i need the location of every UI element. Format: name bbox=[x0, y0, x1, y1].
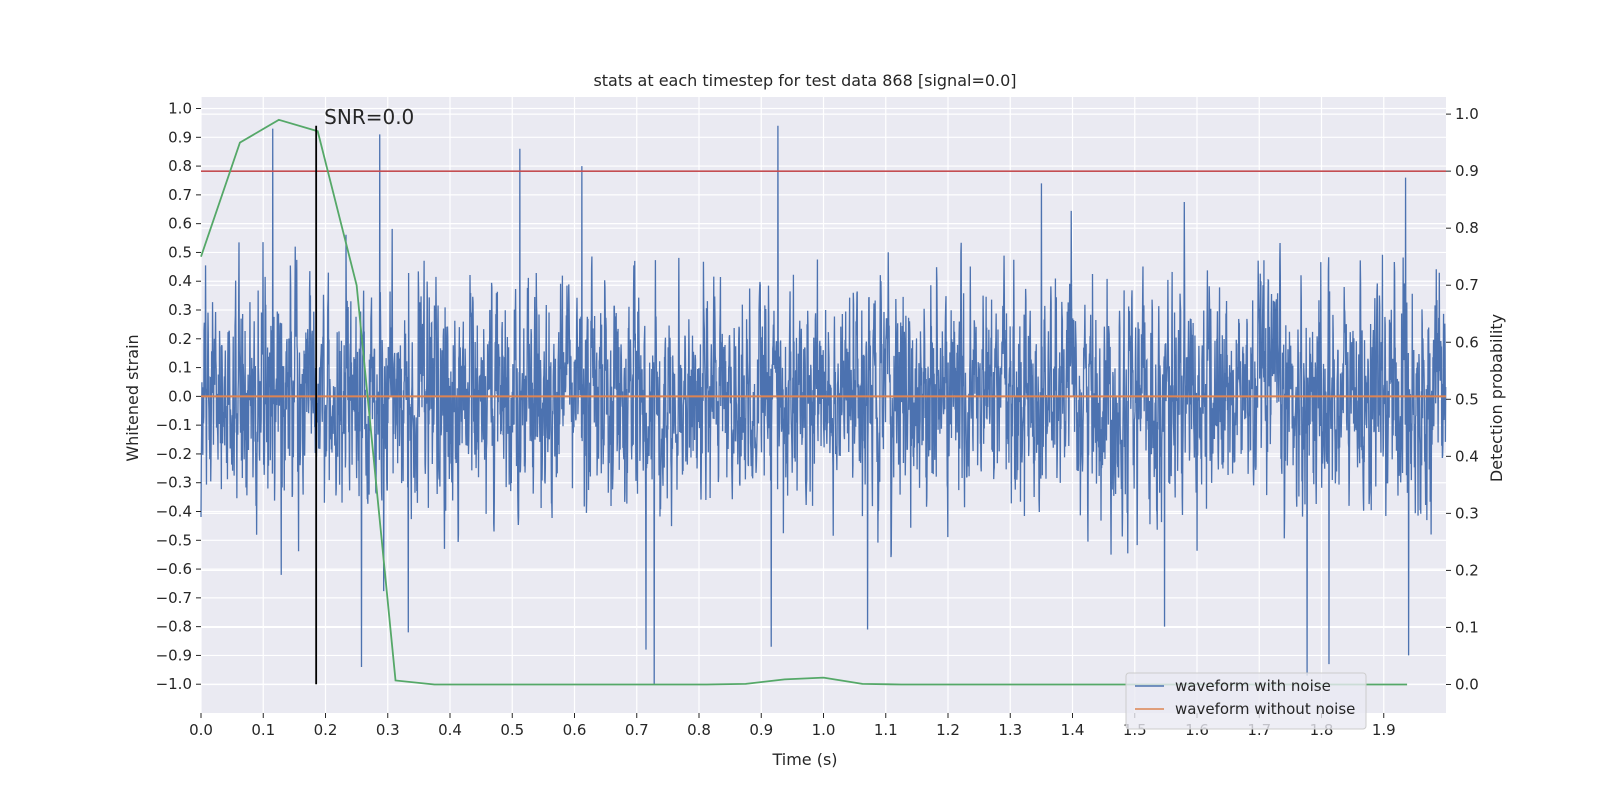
right-y-tick-label: 0.2 bbox=[1455, 561, 1479, 579]
y-tick-label: −1.0 bbox=[156, 675, 192, 693]
right-y-tick-label: 0.3 bbox=[1455, 504, 1479, 522]
x-tick-label: 0.0 bbox=[189, 721, 213, 739]
y-tick-label: −0.2 bbox=[156, 445, 192, 463]
right-y-tick-label: 0.4 bbox=[1455, 447, 1479, 465]
x-tick-label: 0.2 bbox=[314, 721, 338, 739]
right-y-tick-label: 0.7 bbox=[1455, 276, 1479, 294]
legend-label-clean: waveform without noise bbox=[1175, 700, 1355, 718]
x-tick-label: 0.4 bbox=[438, 721, 462, 739]
right-y-tick-label: 0.1 bbox=[1455, 618, 1479, 636]
x-tick-label: 1.1 bbox=[874, 721, 898, 739]
y-tick-label: −0.8 bbox=[156, 618, 192, 636]
y-tick-label: 0.3 bbox=[168, 301, 192, 319]
y-tick-label: −0.6 bbox=[156, 560, 192, 578]
x-tick-label: 0.5 bbox=[500, 721, 524, 739]
y-tick-label: 0.8 bbox=[168, 157, 192, 175]
x-tick-label: 0.3 bbox=[376, 721, 400, 739]
y-tick-label: −0.3 bbox=[156, 474, 192, 492]
right-y-tick-label: 0.9 bbox=[1455, 162, 1479, 180]
right-y-tick-label: 0.8 bbox=[1455, 219, 1479, 237]
waveform-with-noise-line bbox=[200, 125, 1447, 685]
y-tick-label: −0.1 bbox=[156, 416, 192, 434]
x-tick-label: 1.3 bbox=[998, 721, 1022, 739]
x-tick-label: 1.4 bbox=[1061, 721, 1085, 739]
y-axis-ticks: 1.0 0.9 0.8 0.7 0.6 0.5 0.4 0.3 0.2 0.1 0.0 −0.1 −0.… bbox=[156, 100, 201, 693]
right-y-tick-label: 0.0 bbox=[1455, 675, 1479, 693]
right-y-axis-ticks: 1.0 0.9 0.8 0.7 0.6 0.5 0.4 0.3 0.2 0.1 0.0 bbox=[1446, 105, 1479, 693]
legend: waveform with noise waveform without noi… bbox=[1125, 672, 1367, 730]
y-tick-label: 0.1 bbox=[168, 359, 192, 377]
legend-box bbox=[1125, 672, 1367, 730]
x-tick-label: 0.6 bbox=[563, 721, 587, 739]
x-tick-label: 0.7 bbox=[625, 721, 649, 739]
y-tick-label: 0.0 bbox=[168, 387, 192, 405]
y-tick-label: 0.4 bbox=[168, 272, 192, 290]
right-y-axis-label: Detection probability bbox=[1487, 314, 1506, 482]
right-y-tick-label: 0.5 bbox=[1455, 390, 1479, 408]
chart-title: stats at each timestep for test data 868… bbox=[593, 71, 1016, 90]
y-tick-label: −0.9 bbox=[156, 646, 192, 664]
y-tick-label: −0.4 bbox=[156, 503, 192, 521]
x-tick-label: 1.0 bbox=[812, 721, 836, 739]
y-tick-label: 0.5 bbox=[168, 243, 192, 261]
legend-label-noise: waveform with noise bbox=[1175, 677, 1331, 695]
y-tick-label: 0.7 bbox=[168, 186, 192, 204]
right-y-tick-label: 1.0 bbox=[1455, 105, 1479, 123]
y-tick-label: 0.9 bbox=[168, 128, 192, 146]
snr-annotation: SNR=0.0 bbox=[324, 105, 414, 129]
x-tick-label: 0.1 bbox=[251, 721, 275, 739]
x-axis-label: Time (s) bbox=[771, 750, 837, 769]
y-tick-label: −0.5 bbox=[156, 531, 192, 549]
y-axis-label: Whitened strain bbox=[123, 334, 142, 461]
x-tick-label: 0.9 bbox=[749, 721, 773, 739]
y-tick-label: 1.0 bbox=[168, 100, 192, 118]
x-tick-label: 1.9 bbox=[1372, 721, 1396, 739]
y-tick-label: 0.2 bbox=[168, 330, 192, 348]
y-tick-label: −0.7 bbox=[156, 589, 192, 607]
x-tick-label: 1.2 bbox=[936, 721, 960, 739]
right-y-tick-label: 0.6 bbox=[1455, 333, 1479, 351]
y-tick-label: 0.6 bbox=[168, 215, 192, 233]
x-tick-label: 0.8 bbox=[687, 721, 711, 739]
waveform-with-noise-series bbox=[200, 125, 1447, 685]
